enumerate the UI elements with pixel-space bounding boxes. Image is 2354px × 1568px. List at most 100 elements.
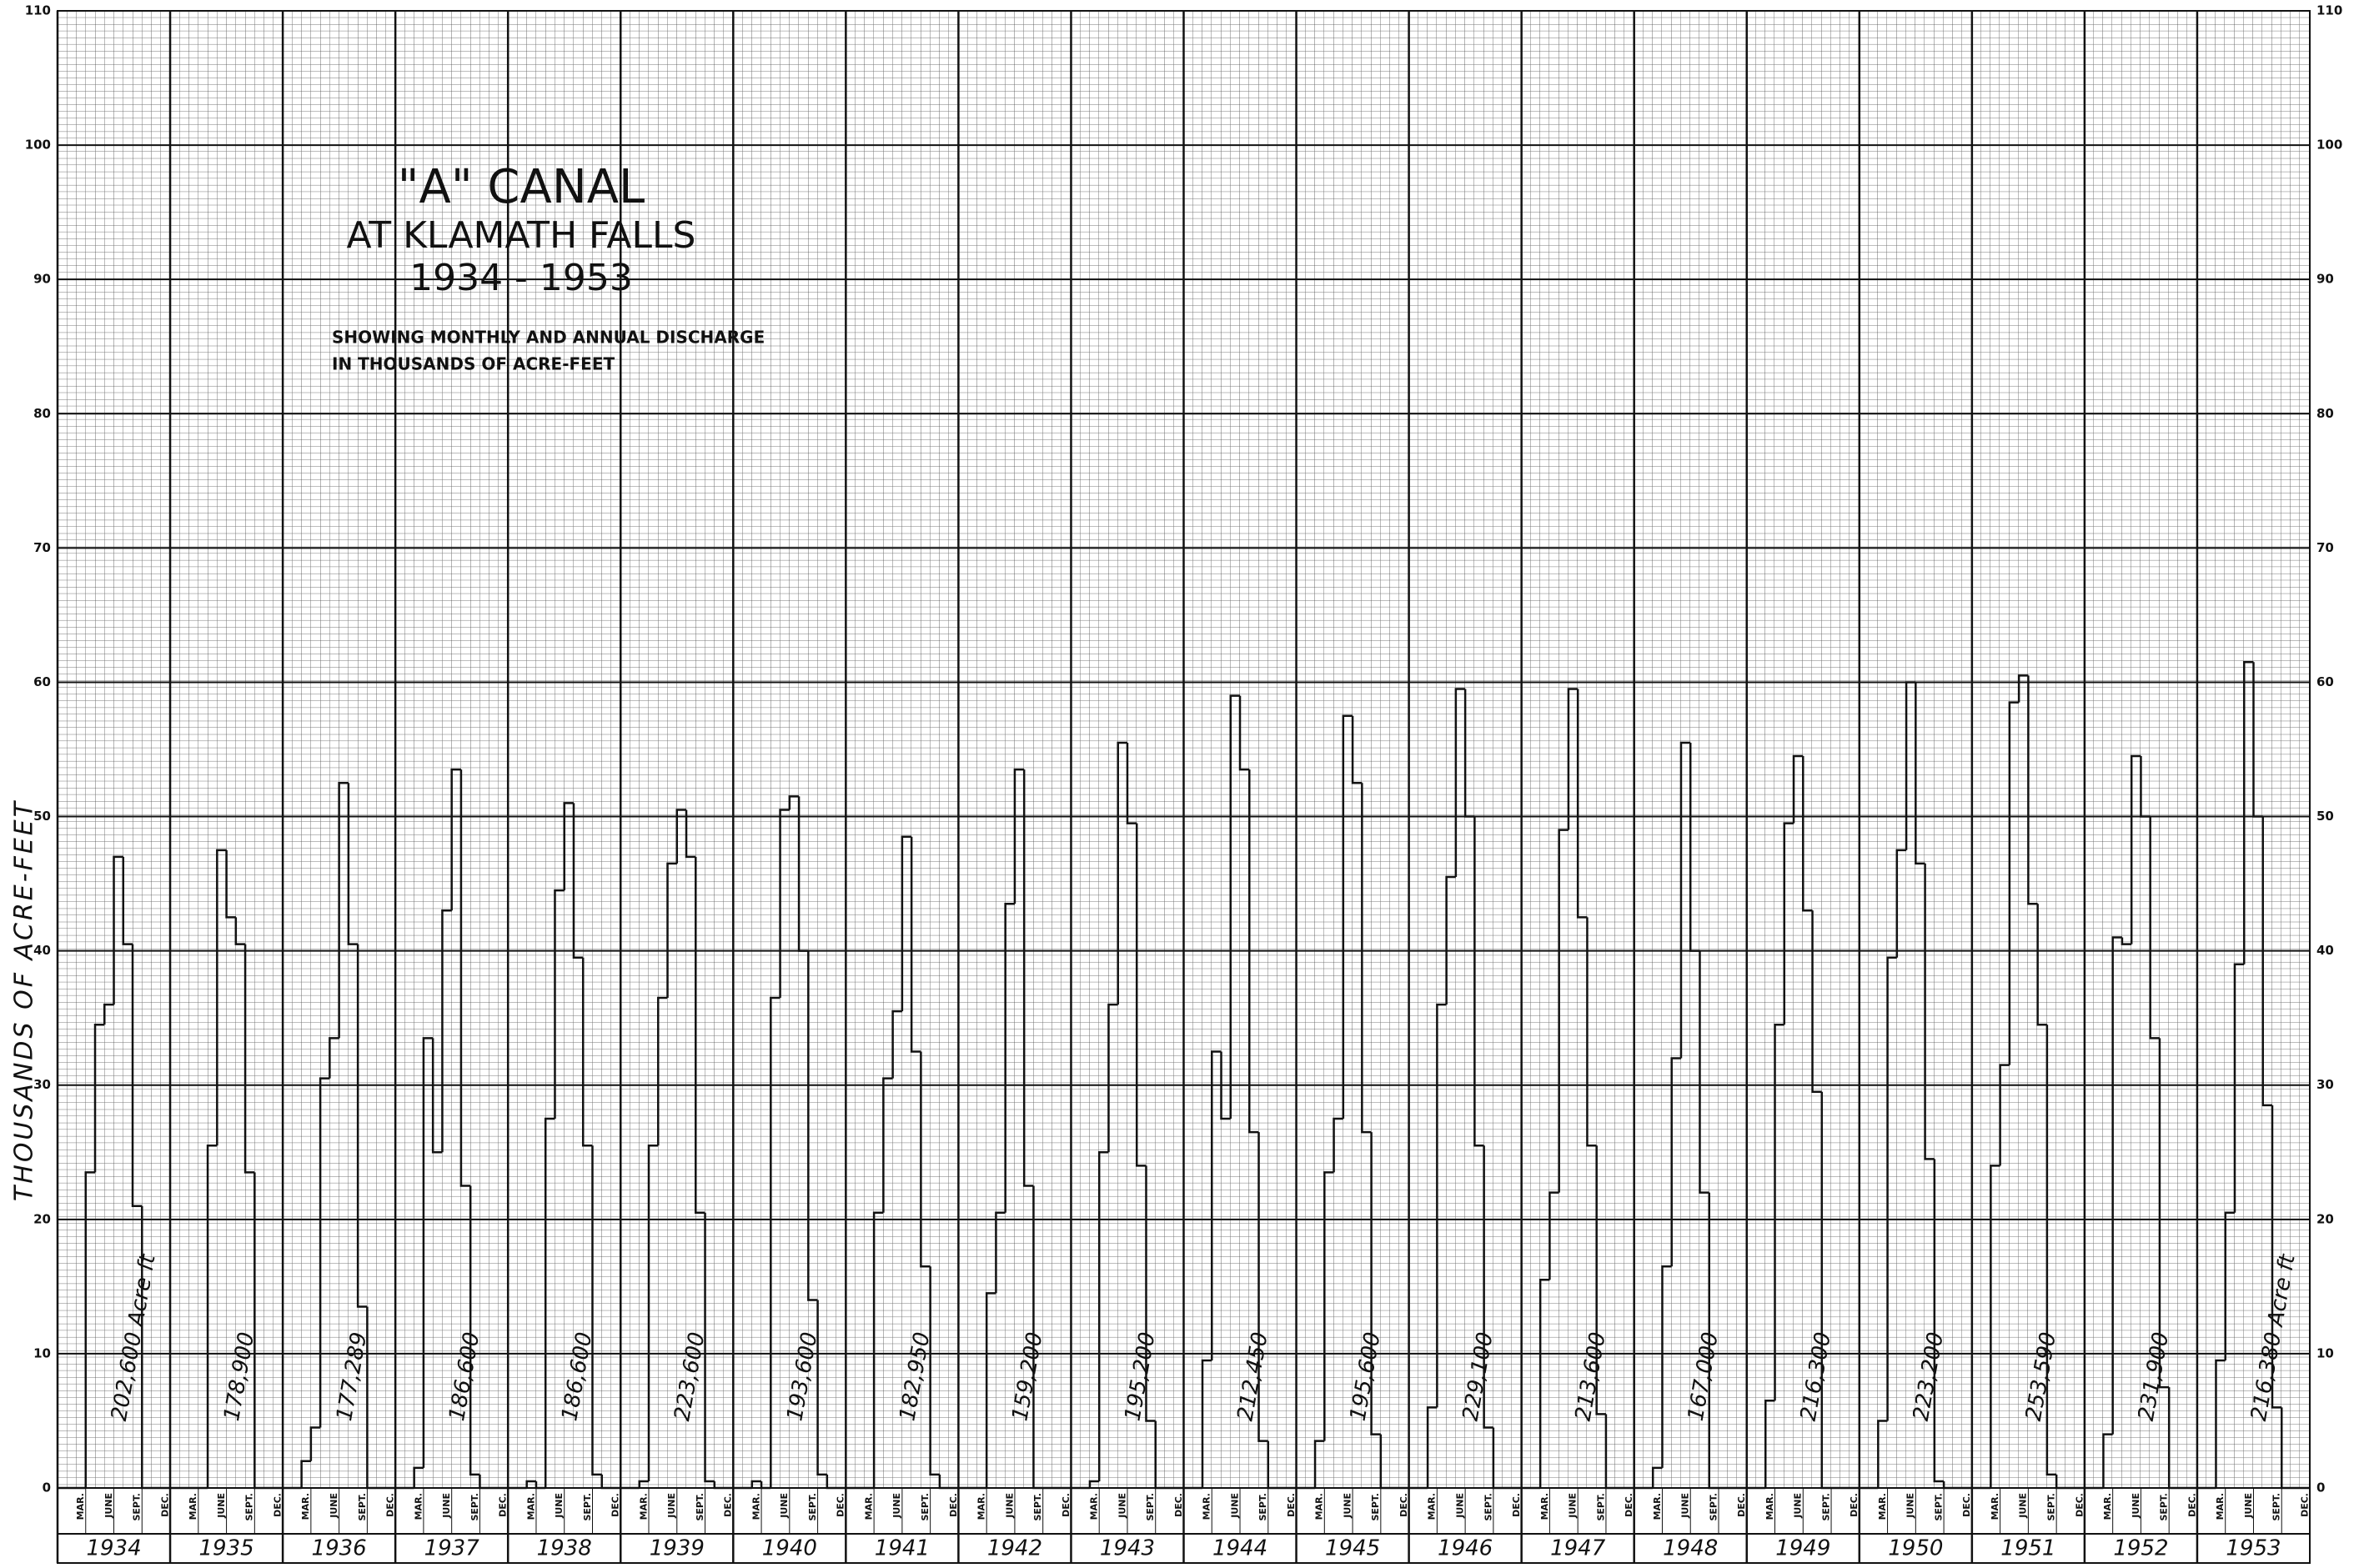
month-label: JUNE [1342,1493,1353,1519]
month-label: DEC. [610,1493,621,1517]
month-label: MAR. [1539,1493,1550,1520]
year-label: 1942 [987,1536,1042,1561]
month-label: DEC. [2074,1493,2085,1517]
month-label: SEPT. [582,1493,593,1521]
month-step [1699,950,1709,1194]
month-step [985,1292,996,1488]
y-tick-label: 110 [25,3,51,18]
month-label: DEC. [1061,1493,1072,1517]
year-label: 1936 [312,1536,367,1561]
month-step [1445,875,1456,1005]
chart-title: "A" CANAL [398,160,645,214]
month-label: JUNE [2243,1493,2254,1519]
y-tick-label: 0 [43,1480,51,1495]
month-label: SEPT. [1032,1493,1043,1521]
y-axis-label: THOUSANDS OF ACRE-FEET [10,799,39,1201]
month-label: JUNE [666,1493,677,1519]
month-label: DEC. [385,1493,396,1517]
month-step [770,996,780,1488]
month-step [2121,937,2132,945]
y-tick-label: 40 [33,943,51,958]
y-tick-label: 70 [33,540,51,555]
month-step [1933,1159,1945,1483]
month-step [2242,661,2254,964]
month-step [450,768,461,911]
month-step [1248,769,1259,1134]
year-label: 1945 [1325,1536,1380,1561]
month-step [469,1185,480,1476]
month-step [1107,1003,1118,1153]
month-label: SEPT. [132,1493,143,1521]
y-tick-label: 100 [2316,138,2342,153]
month-step [1238,695,1250,771]
month-step [1097,1151,1109,1481]
month-step [657,996,668,1146]
y-tick-label: 30 [33,1077,51,1092]
y-tick-label: 10 [33,1345,51,1360]
month-label: JUNE [1793,1493,1804,1519]
month-step [1595,1145,1606,1415]
month-step [2140,756,2151,818]
month-label: JUNE [2018,1493,2029,1519]
month-step [2215,1359,2226,1488]
month-step [1586,917,1597,1147]
month-step [329,1037,339,1079]
note: SHOWING MONTHLY AND ANNUAL DISCHARGE [332,328,765,348]
year-label: 1947 [1550,1536,1606,1561]
month-label: DEC. [1286,1493,1297,1517]
month-label: SEPT. [920,1493,931,1521]
month-step [1201,1359,1212,1488]
month-step [581,957,593,1147]
month-label: SEPT. [2159,1493,2170,1521]
year-label: 1949 [1775,1536,1830,1561]
month-label: JUNE [329,1493,339,1519]
year-label: 1941 [875,1536,930,1561]
month-step [1774,1023,1784,1401]
month-step [422,1037,434,1468]
month-step [572,803,584,959]
month-label: DEC. [2186,1493,2197,1517]
month-step [1135,823,1147,1167]
month-step [441,909,452,1153]
month-step [2102,1433,2113,1488]
month-label: DEC. [1173,1493,1184,1517]
month-step [1229,694,1241,1119]
month-step [122,856,133,945]
month-label: SEPT. [1933,1493,1944,1521]
y-tick-label: 10 [2316,1345,2334,1360]
month-step [1370,1132,1381,1435]
month-step [816,1300,827,1476]
y-tick-label: 60 [2316,674,2334,689]
month-label: JUNE [1568,1493,1579,1519]
month-step [600,1474,611,1490]
month-label: SEPT. [1483,1493,1493,1521]
y-tick-label: 110 [2316,3,2342,18]
month-label: MAR. [1990,1493,2000,1520]
month-step [413,1466,424,1488]
month-label: SEPT. [807,1493,818,1521]
month-step [1820,1091,1832,1490]
month-step [1538,1279,1550,1488]
month-step [1426,1406,1438,1488]
month-step [1463,689,1475,818]
y-tick-label: 20 [33,1211,51,1226]
month-step [563,802,574,891]
month-label: SEPT. [244,1493,255,1521]
month-step [1454,688,1466,878]
month-step [591,1145,602,1476]
month-step [103,1003,114,1025]
month-step [1473,816,1484,1147]
month-step [1651,1466,1663,1488]
month-step [910,836,921,1053]
month-label: MAR. [300,1493,311,1520]
month-label: MAR. [1427,1493,1438,1520]
month-step [2158,1038,2170,1389]
note: IN THOUSANDS OF ACRE-FEET [332,354,615,374]
month-label: MAR. [1089,1493,1100,1520]
month-step [938,1474,950,1490]
month-step [2008,701,2020,1065]
month-label: JUNE [891,1493,902,1519]
month-step [525,1480,536,1488]
y-tick-label: 90 [33,272,51,287]
month-step [1483,1145,1493,1429]
